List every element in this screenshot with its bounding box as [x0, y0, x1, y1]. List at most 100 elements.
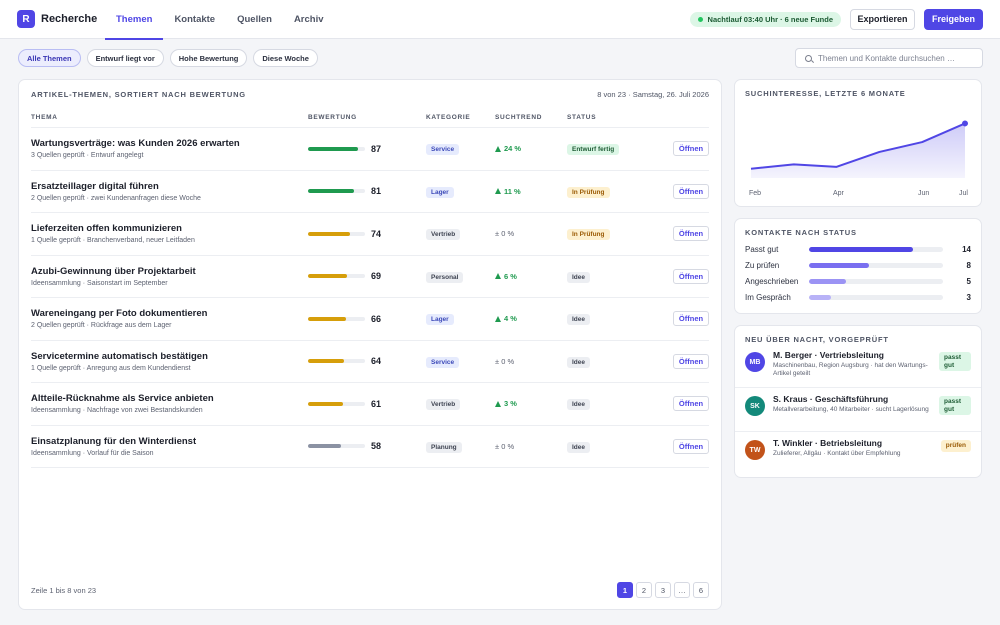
- category-badge: Service: [426, 144, 460, 156]
- column-bewertung[interactable]: Bewertung: [308, 114, 357, 121]
- trend-indicator: ± 0 %: [495, 442, 567, 451]
- page-button[interactable]: …: [674, 582, 690, 598]
- search-placeholder: Themen und Kontakte durchsuchen …: [818, 53, 955, 63]
- open-button[interactable]: Öffnen: [673, 353, 709, 369]
- main-nav: Themen Kontakte Quellen Archiv: [105, 0, 335, 40]
- status-cell: Idee: [567, 355, 647, 368]
- table-row: Einsatzplanung für den Winterdienst Ideen…: [31, 426, 709, 468]
- tab-archiv[interactable]: Archiv: [293, 13, 324, 25]
- filter-high-score[interactable]: Hohe Bewertung: [169, 49, 248, 67]
- export-button[interactable]: Exportieren: [850, 8, 915, 30]
- status-row[interactable]: Angeschrieben 5: [735, 273, 981, 289]
- action-cell: Öffnen: [647, 183, 709, 199]
- contact-body: M. Berger · Vertriebsleitung Maschinenbau…: [773, 350, 933, 378]
- topic-title[interactable]: Lieferzeiten offen kommunizieren: [31, 223, 182, 235]
- trend-indicator: 3 %: [495, 399, 567, 408]
- open-button[interactable]: Öffnen: [673, 183, 709, 199]
- open-button[interactable]: Öffnen: [673, 438, 709, 454]
- open-button[interactable]: Öffnen: [673, 311, 709, 327]
- column-status[interactable]: Status: [567, 114, 597, 121]
- status-bar: [809, 294, 943, 300]
- app-logo[interactable]: R Recherche: [17, 10, 105, 28]
- topic-title[interactable]: Wareneingang per Foto dokumentieren: [31, 308, 208, 320]
- page-button[interactable]: 1: [617, 582, 633, 598]
- contact-item[interactable]: SK S. Kraus · Geschäftsführung Metallverar…: [735, 394, 981, 432]
- topic-title[interactable]: Servicetermine automatisch bestätigen: [31, 350, 208, 362]
- contacts-status-title: Kontakte nach Status: [745, 228, 857, 237]
- release-button[interactable]: Freigeben: [924, 8, 983, 30]
- score-bar: [308, 444, 365, 449]
- topic-subtitle: 2 Quellen geprüft · zwei Kundenanfragen …: [31, 194, 201, 202]
- status-row[interactable]: Passt gut 14: [735, 241, 981, 257]
- topic-subtitle: Ideensammlung · Vorlauf für die Saison: [31, 449, 154, 457]
- topic-title[interactable]: Ersatzteillager digital führen: [31, 180, 159, 192]
- category-badge: Vertrieb: [426, 229, 461, 241]
- avatar: MB: [745, 352, 765, 372]
- page-button[interactable]: 2: [636, 582, 652, 598]
- trend-value: 24 %: [504, 144, 522, 154]
- category-badge: Service: [426, 356, 460, 368]
- status-badge: Idee: [567, 441, 591, 453]
- category-cell: Vertrieb: [426, 227, 495, 241]
- open-button[interactable]: Öffnen: [673, 141, 709, 157]
- score-bar-fill: [308, 444, 342, 449]
- filter-all-topics[interactable]: Alle Themen: [18, 49, 81, 67]
- month-label-jul: Jul: [959, 190, 968, 197]
- open-button[interactable]: Öffnen: [673, 396, 709, 412]
- contact-item[interactable]: TW T. Winkler · Betriebsleitung Zulieferer…: [735, 438, 981, 476]
- category-cell: Service: [426, 355, 495, 368]
- contact-badge: passt gut: [939, 396, 971, 415]
- table-row: Altteile-Rücknahme als Service anbieten I…: [31, 383, 709, 426]
- status-row[interactable]: Zu prüfen 8: [735, 257, 981, 273]
- filter-this-week[interactable]: Diese Woche: [253, 49, 318, 67]
- trend-cell: 11 %: [495, 187, 567, 196]
- table-row: Azubi-Gewinnung über Projektarbeit Ideens…: [31, 256, 709, 298]
- trend-indicator: 4 %: [495, 314, 567, 323]
- action-cell: Öffnen: [647, 311, 709, 327]
- search-input[interactable]: Themen und Kontakte durchsuchen …: [795, 48, 983, 68]
- tab-kontakte[interactable]: Kontakte: [174, 13, 216, 25]
- trend-value: ± 0 %: [495, 441, 515, 451]
- new-contacts-card: Neu über Nacht, vorgeprüft MB M. Berger ·…: [734, 325, 982, 478]
- score-cell: 58: [308, 441, 426, 451]
- table-row: Ersatzteillager digital führen 2 Quellen …: [31, 171, 709, 213]
- contact-badge: prüfen: [940, 440, 971, 452]
- score-bar-fill: [308, 231, 351, 236]
- contact-item[interactable]: MB M. Berger · Vertriebsleitung Maschinenb…: [735, 350, 981, 388]
- column-suchtrend[interactable]: Suchtrend: [495, 114, 543, 121]
- tab-themen[interactable]: Themen: [105, 0, 164, 40]
- topic-title[interactable]: Wartungsverträge: was Kunden 2026 erwart…: [31, 138, 240, 150]
- filter-draft-available[interactable]: Entwurf liegt vor: [86, 49, 164, 67]
- month-label-feb: Feb: [749, 190, 762, 197]
- filter-chips: Alle Themen Entwurf liegt vor Hohe Bewer…: [18, 49, 324, 67]
- topic-title[interactable]: Azubi-Gewinnung über Projektarbeit: [31, 265, 196, 277]
- tab-quellen[interactable]: Quellen: [237, 13, 272, 25]
- action-cell: Öffnen: [647, 268, 709, 284]
- topic-title[interactable]: Altteile-Rücknahme als Service anbieten: [31, 393, 214, 405]
- column-thema[interactable]: Thema: [31, 114, 58, 121]
- column-kategorie[interactable]: Kategorie: [426, 114, 471, 121]
- topic-cell: Servicetermine automatisch bestätigen 1 Q…: [31, 351, 308, 372]
- trend-cell: 6 %: [495, 272, 567, 281]
- trend-up-icon: [495, 315, 501, 322]
- open-button[interactable]: Öffnen: [673, 268, 709, 284]
- topic-subtitle: Ideensammlung · Nachfrage von zwei Besta…: [31, 407, 203, 415]
- score-bar-fill: [308, 359, 345, 364]
- table-row: Wartungsverträge: was Kunden 2026 erwart…: [31, 128, 709, 171]
- category-badge: Lager: [426, 314, 454, 326]
- status-count: 8: [966, 260, 971, 270]
- status-badge: Entwurf fertig: [567, 144, 620, 156]
- score-cell: 81: [308, 186, 426, 196]
- category-cell: Vertrieb: [426, 397, 495, 411]
- page-button[interactable]: 6: [693, 582, 709, 598]
- page-button[interactable]: 3: [655, 582, 671, 598]
- status-label: Angeschrieben: [745, 276, 799, 286]
- status-cell: Idee: [567, 312, 647, 326]
- score-cell: 61: [308, 399, 426, 409]
- status-row[interactable]: Im Gespräch 3: [735, 289, 981, 305]
- contact-details: Maschinenbau, Region Augsburg · hat den …: [773, 362, 928, 377]
- topic-subtitle: 1 Quelle geprüft · Anregung aus dem Kund…: [31, 364, 191, 372]
- open-button[interactable]: Öffnen: [673, 226, 709, 242]
- topic-title[interactable]: Einsatzplanung für den Winterdienst: [31, 435, 197, 447]
- status-bar: [809, 262, 943, 268]
